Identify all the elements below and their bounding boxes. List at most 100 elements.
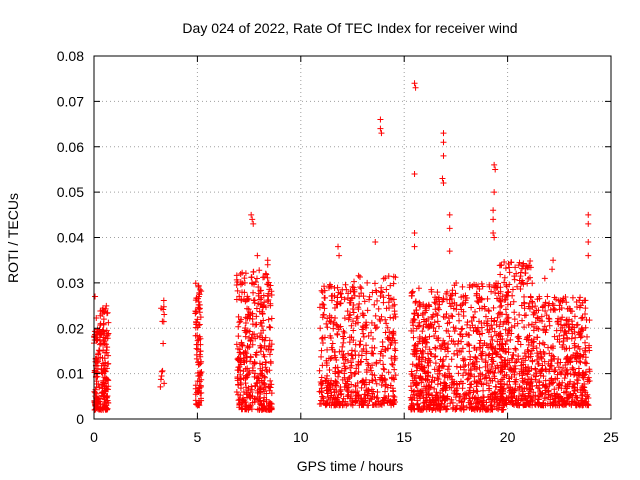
data-point: [470, 313, 477, 320]
data-point: [243, 372, 250, 379]
data-point: [444, 366, 451, 373]
data-point: [326, 384, 333, 391]
data-point: [429, 406, 436, 413]
data-point: [476, 318, 483, 325]
data-point: [577, 294, 584, 301]
data-point: [417, 301, 424, 308]
data-point: [265, 296, 272, 303]
data-point: [522, 270, 529, 277]
data-point: [486, 326, 493, 333]
data-point: [577, 334, 584, 341]
data-point: [504, 381, 511, 388]
data-point: [434, 374, 441, 381]
data-point: [353, 365, 360, 372]
data-point: [369, 335, 376, 342]
data-point: [448, 384, 455, 391]
data-point: [551, 333, 558, 340]
data-point: [507, 399, 514, 406]
data-point: [245, 296, 252, 303]
data-point: [268, 346, 275, 353]
data-point: [518, 385, 525, 392]
data-point: [422, 356, 429, 363]
data-point: [245, 385, 252, 392]
data-point: [492, 289, 499, 296]
data-point: [473, 355, 480, 362]
data-point: [263, 390, 270, 397]
data-point: [363, 381, 370, 388]
data-point: [475, 373, 482, 380]
data-point: [358, 290, 365, 297]
data-point: [524, 400, 531, 407]
data-point: [388, 360, 395, 367]
data-point: [494, 338, 501, 345]
data-point: [368, 329, 375, 336]
data-point: [380, 361, 387, 368]
data-point: [441, 397, 448, 404]
data-point: [340, 395, 347, 402]
data-point: [235, 367, 242, 374]
data-point: [443, 290, 450, 297]
data-point: [160, 340, 167, 347]
data-point: [194, 316, 201, 323]
data-point: [242, 298, 249, 305]
data-point: [555, 364, 562, 371]
data-point: [104, 397, 111, 404]
data-point: [584, 376, 591, 383]
data-point: [521, 397, 528, 404]
data-point: [157, 376, 164, 383]
data-point: [247, 312, 254, 319]
data-point: [546, 315, 553, 322]
data-point: [531, 401, 538, 408]
data-point: [582, 347, 589, 354]
data-point: [363, 342, 370, 349]
data-point: [468, 318, 475, 325]
data-point: [523, 312, 530, 319]
data-point: [431, 366, 438, 373]
data-point: [548, 356, 555, 363]
data-point: [500, 396, 507, 403]
data-point: [250, 289, 257, 296]
data-point: [435, 364, 442, 371]
data-point: [384, 384, 391, 391]
data-point: [536, 379, 543, 386]
data-point: [381, 366, 388, 373]
data-point: [583, 398, 590, 405]
x-tick-label: 0: [90, 429, 98, 445]
data-point: [238, 375, 245, 382]
y-tick-label: 0.03: [57, 275, 84, 291]
data-point: [550, 257, 557, 264]
data-point: [421, 402, 428, 409]
data-point: [458, 338, 465, 345]
data-point: [573, 355, 580, 362]
data-point: [497, 284, 504, 291]
data-point: [485, 308, 492, 315]
data-point: [517, 341, 524, 348]
data-point: [373, 324, 380, 331]
data-point: [567, 359, 574, 366]
data-point: [568, 335, 575, 342]
data-point: [380, 275, 387, 282]
data-point: [449, 291, 456, 298]
data-point: [461, 395, 468, 402]
data-point: [484, 295, 491, 302]
data-point: [477, 405, 484, 412]
data-point: [350, 301, 357, 308]
data-point: [576, 304, 583, 311]
data-point: [577, 397, 584, 404]
data-point: [257, 397, 264, 404]
data-point: [490, 304, 497, 311]
y-tick-label: 0.08: [57, 48, 84, 64]
data-point: [542, 329, 549, 336]
data-point: [425, 391, 432, 398]
data-point: [413, 382, 420, 389]
data-point: [103, 365, 110, 372]
data-point: [333, 301, 340, 308]
data-point: [479, 402, 486, 409]
data-point: [355, 272, 362, 279]
data-point: [332, 314, 339, 321]
data-point: [488, 322, 495, 329]
data-point: [561, 375, 568, 382]
data-point: [479, 401, 486, 408]
data-point: [491, 375, 498, 382]
data-point: [344, 308, 351, 315]
